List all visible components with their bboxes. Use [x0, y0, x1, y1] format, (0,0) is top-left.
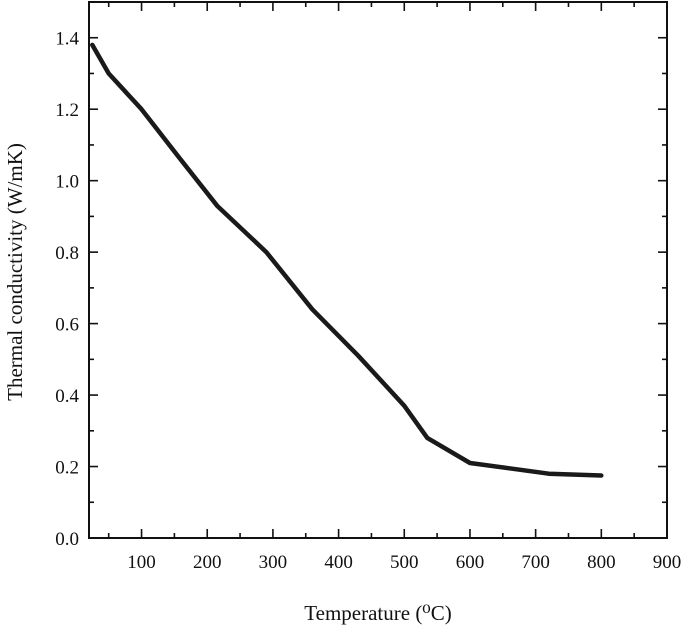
ticks-layer: 100 200 300 400 500 600 700 800 900 0.0 0.2 0.4 0.6 0…: [55, 2, 681, 573]
x-tick-label: 300: [259, 552, 288, 573]
series-layer: [90, 42, 604, 478]
plot-frame: [88, 1, 668, 539]
x-tick-label: 700: [521, 552, 550, 573]
y-axis-title: Thermal conductivity (W/mK): [3, 143, 27, 401]
x-tick-label: 600: [456, 552, 485, 573]
x-tick-label: 900: [653, 552, 682, 573]
series-line-0: [90, 42, 604, 478]
x-tick-label: 200: [193, 552, 222, 573]
x-axis-title: Temperature (⁰C): [304, 601, 451, 625]
x-tick-label: 100: [127, 552, 156, 573]
y-tick-label: 0.4: [55, 386, 79, 407]
y-tick-label: 0.8: [55, 243, 79, 264]
x-tick-label: 800: [587, 552, 616, 573]
y-tick-label: 0.0: [55, 529, 79, 550]
x-tick-label: 400: [324, 552, 353, 573]
y-tick-label: 1.0: [55, 172, 79, 193]
y-tick-label: 1.2: [55, 100, 79, 121]
y-tick-label: 1.4: [55, 29, 79, 50]
y-tick-label: 0.6: [55, 315, 79, 336]
x-tick-label: 500: [390, 552, 419, 573]
y-tick-label: 0.2: [55, 458, 79, 479]
